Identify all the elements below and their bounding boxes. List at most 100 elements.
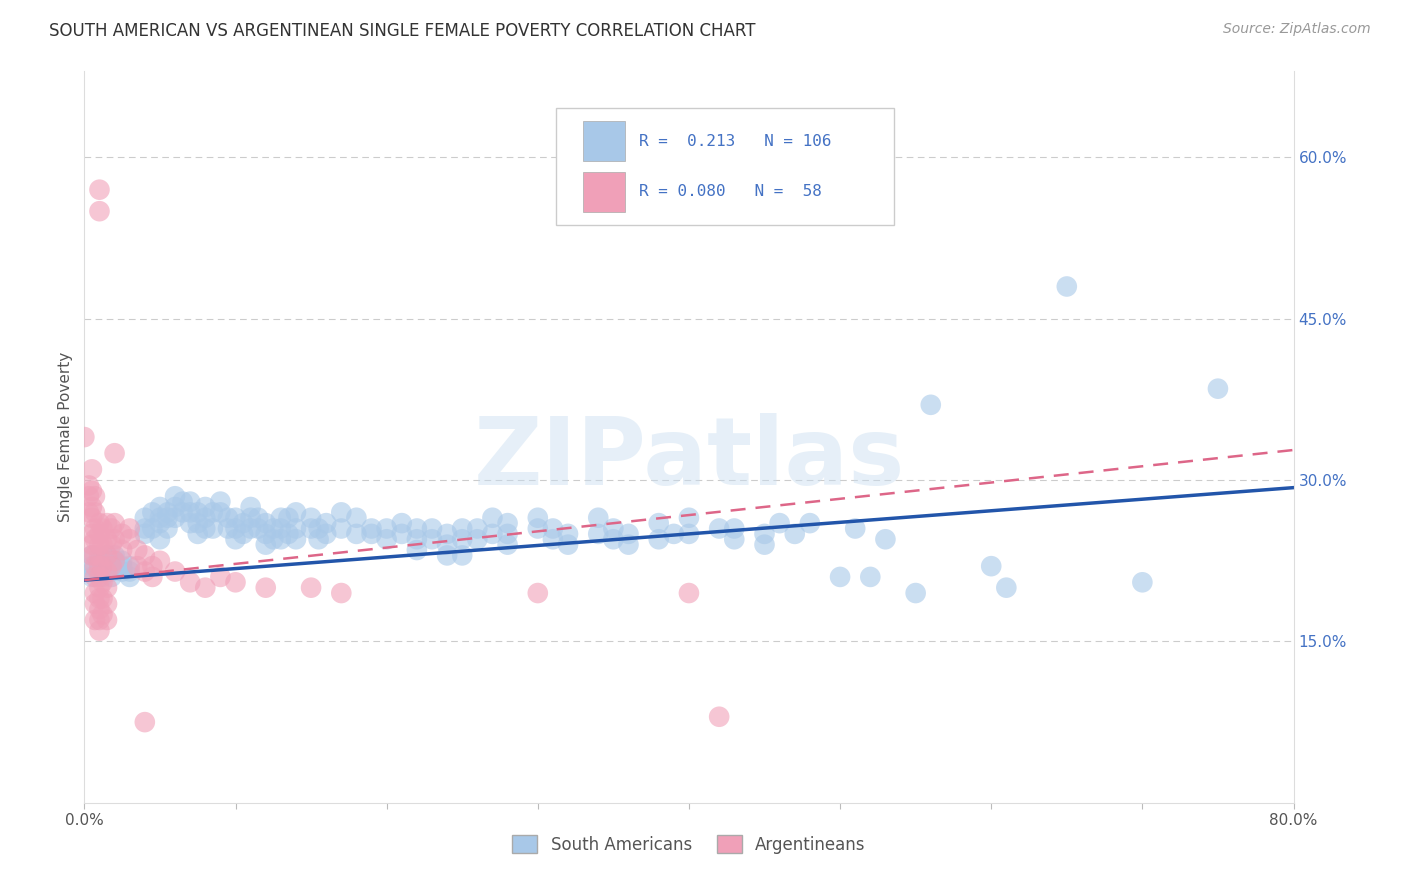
Point	[96, 549, 118, 563]
Point	[77, 505, 100, 519]
Point	[285, 505, 308, 519]
Point	[111, 543, 134, 558]
Point	[406, 533, 429, 547]
Point	[225, 521, 247, 535]
Point	[104, 554, 127, 568]
Point	[80, 500, 103, 514]
Point	[527, 521, 550, 535]
Point	[451, 521, 474, 535]
Point	[201, 521, 224, 535]
Point	[156, 510, 179, 524]
Point	[678, 510, 700, 524]
Point	[467, 533, 489, 547]
Point	[588, 510, 610, 524]
Point	[111, 565, 134, 579]
Point	[299, 510, 322, 524]
Text: R =  0.213   N = 106: R = 0.213 N = 106	[640, 134, 832, 149]
Point	[84, 521, 107, 535]
Point	[315, 527, 337, 541]
Point	[96, 597, 118, 611]
Point	[89, 565, 111, 579]
Point	[239, 521, 262, 535]
Point	[678, 586, 700, 600]
Point	[179, 505, 201, 519]
Point	[330, 521, 353, 535]
Point	[156, 505, 179, 519]
Point	[262, 533, 284, 547]
Point	[769, 516, 792, 530]
Point	[149, 500, 172, 514]
Point	[194, 521, 217, 535]
Point	[84, 489, 107, 503]
Point	[80, 570, 103, 584]
Point	[96, 533, 118, 547]
Text: R = 0.080   N =  58: R = 0.080 N = 58	[640, 184, 823, 199]
Point	[134, 715, 156, 730]
Point	[91, 591, 114, 606]
Point	[84, 559, 107, 574]
Point	[588, 527, 610, 541]
Point	[104, 533, 127, 547]
Point	[481, 510, 503, 524]
Point	[217, 510, 239, 524]
Point	[360, 527, 382, 541]
Point	[127, 543, 149, 558]
Point	[557, 527, 579, 541]
Point	[277, 510, 299, 524]
Point	[262, 521, 284, 535]
Point	[496, 538, 519, 552]
Point	[299, 521, 322, 535]
Point	[783, 527, 806, 541]
Point	[451, 533, 474, 547]
Point	[134, 549, 156, 563]
Point	[239, 510, 262, 524]
Point	[134, 521, 156, 535]
Point	[91, 559, 114, 574]
Point	[91, 521, 114, 535]
Point	[89, 554, 111, 568]
Point	[678, 527, 700, 541]
Point	[80, 527, 103, 541]
Text: SOUTH AMERICAN VS ARGENTINEAN SINGLE FEMALE POVERTY CORRELATION CHART: SOUTH AMERICAN VS ARGENTINEAN SINGLE FEM…	[49, 22, 755, 40]
Point	[91, 575, 114, 590]
Point	[100, 565, 122, 579]
Point	[799, 516, 821, 530]
Point	[84, 570, 107, 584]
Point	[84, 533, 107, 547]
Point	[420, 533, 443, 547]
Point	[156, 521, 179, 535]
Point	[134, 510, 156, 524]
Point	[557, 538, 579, 552]
Point	[602, 533, 624, 547]
Point	[111, 554, 134, 568]
Point	[481, 527, 503, 541]
Point	[84, 586, 107, 600]
Point	[194, 510, 217, 524]
Point	[375, 521, 398, 535]
Point	[141, 521, 163, 535]
Point	[315, 516, 337, 530]
Point	[134, 527, 156, 541]
Point	[225, 533, 247, 547]
Point	[165, 510, 187, 524]
Point	[436, 538, 458, 552]
Point	[406, 521, 429, 535]
Point	[254, 581, 277, 595]
Point	[165, 565, 187, 579]
Point	[89, 549, 111, 563]
Point	[89, 570, 111, 584]
Point	[254, 538, 277, 552]
Point	[1206, 382, 1229, 396]
Point	[84, 597, 107, 611]
Point	[527, 510, 550, 524]
Point	[194, 500, 217, 514]
Point	[648, 516, 671, 530]
Point	[346, 510, 368, 524]
Point	[187, 516, 209, 530]
FancyBboxPatch shape	[582, 121, 624, 161]
Point	[709, 710, 731, 724]
Text: ZIPatlas: ZIPatlas	[474, 413, 904, 505]
Point	[127, 559, 149, 574]
Point	[118, 521, 141, 535]
Point	[80, 483, 103, 498]
